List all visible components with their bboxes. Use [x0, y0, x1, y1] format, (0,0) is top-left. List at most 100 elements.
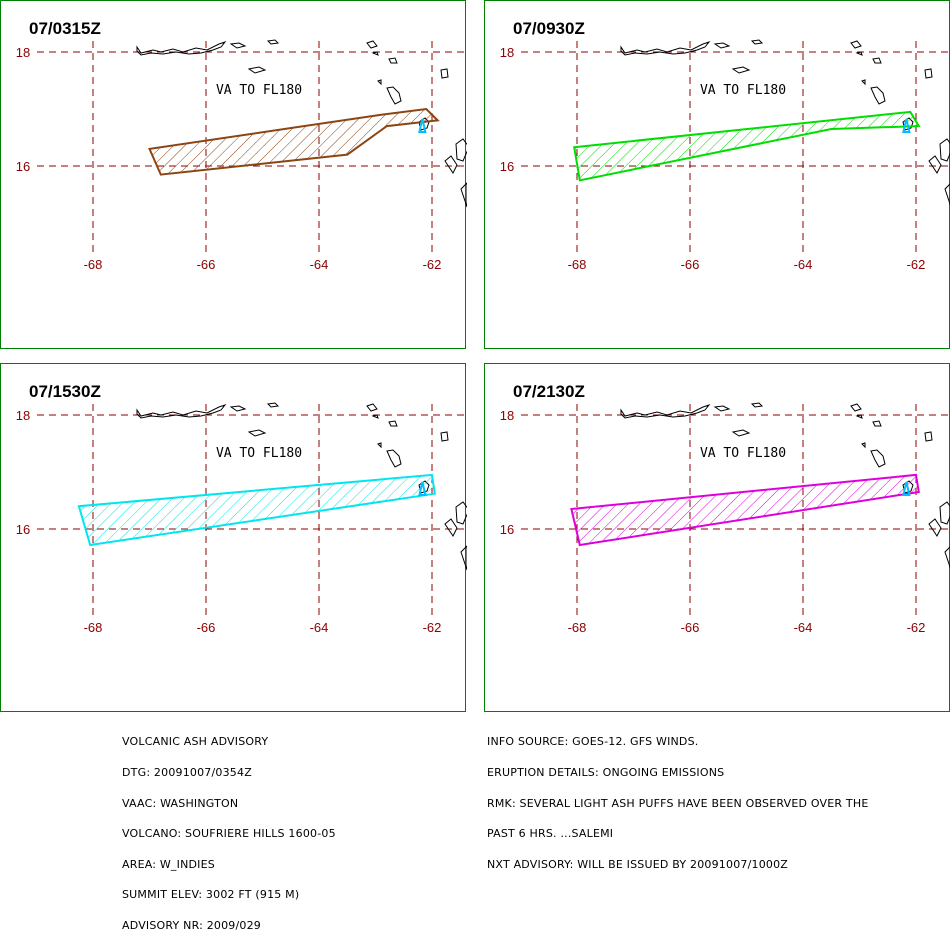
- lon-tick-label: -62: [423, 620, 442, 635]
- island-outline: [855, 51, 863, 56]
- island-outline: [266, 402, 280, 408]
- va-label: VA TO FL180: [700, 83, 786, 98]
- volcano-marker: [902, 118, 911, 133]
- island-outline: [460, 182, 467, 208]
- island-outline: [386, 449, 402, 468]
- ash-cloud-polygon: [573, 110, 921, 182]
- lon-tick-label: -68: [84, 620, 103, 635]
- island-outline: [855, 414, 863, 419]
- lon-tick-label: -64: [310, 620, 329, 635]
- map-canvas: -68 -66 -64 -62 18 16 VA TO FL180: [500, 402, 950, 635]
- lon-tick-label: -66: [681, 257, 700, 272]
- island-outline: [371, 414, 379, 419]
- map-panel-2: -68 -66 -64 -62 18 16 VA TO FL180 07/0930Z: [484, 0, 950, 349]
- ash-cloud-polygon: [77, 473, 436, 547]
- island-outline: [870, 449, 886, 468]
- island-outline: [861, 79, 866, 86]
- island-outline: [872, 420, 882, 427]
- island-outline: [928, 155, 942, 174]
- lat-tick-label: 16: [500, 522, 514, 537]
- panel-time: 07/0930Z: [513, 19, 585, 38]
- advisory-text-right: INFO SOURCE: GOES-12. GFS WINDS. ERUPTIO…: [487, 717, 868, 880]
- island-outline: [850, 403, 862, 412]
- island-outline: [939, 138, 950, 162]
- advisory-line: ADVISORY NR: 2009/029: [122, 918, 261, 932]
- island-outline: [136, 40, 227, 56]
- va-label: VA TO FL180: [216, 83, 302, 98]
- island-outline: [460, 545, 467, 571]
- lon-tick-label: -64: [794, 257, 813, 272]
- island-outline: [455, 501, 467, 525]
- va-label: VA TO FL180: [216, 446, 302, 461]
- island-outline: [872, 57, 882, 64]
- island-outline: [388, 420, 398, 427]
- map-panel-1: -68 -66 -64 -62 18 16 VA TO FL180 07/0315Z: [0, 0, 467, 349]
- island-outline: [444, 155, 458, 174]
- island-outline: [731, 66, 751, 74]
- lon-tick-label: -66: [197, 257, 216, 272]
- map-panel-4: -68 -66 -64 -62 18 16 VA TO FL180 07/2130Z: [484, 363, 950, 712]
- advisory-line: VAAC: WASHINGTON: [122, 796, 239, 810]
- island-outline: [455, 138, 467, 162]
- map-canvas: -68 -66 -64 -62 18 16 VA TO FL180: [16, 402, 467, 635]
- advisory-line: VOLCANO: SOUFRIERE HILLS 1600-05: [122, 827, 336, 841]
- island-outline: [229, 405, 247, 412]
- island-outline: [377, 79, 382, 86]
- panel-time: 07/2130Z: [513, 382, 585, 401]
- volcano-marker: [418, 118, 427, 133]
- lon-tick-label: -64: [310, 257, 329, 272]
- advisory-line: INFO SOURCE: GOES-12. GFS WINDS.: [487, 735, 699, 749]
- island-outline: [440, 431, 449, 442]
- lon-tick-label: -62: [907, 620, 926, 635]
- island-outline: [366, 40, 378, 49]
- island-outline: [388, 57, 398, 64]
- island-outline: [377, 442, 382, 449]
- advisory-line: ERUPTION DETAILS: ONGOING EMISSIONS: [487, 766, 725, 779]
- advisory-line: VOLCANIC ASH ADVISORY: [122, 735, 269, 749]
- lon-tick-label: -66: [681, 620, 700, 635]
- lon-tick-label: -68: [84, 257, 103, 272]
- island-outline: [944, 546, 950, 569]
- island-outline: [731, 429, 751, 437]
- map-panel-3: -68 -66 -64 -62 18 16 VA TO FL180 07/1530Z: [0, 363, 467, 712]
- lon-tick-label: -62: [423, 257, 442, 272]
- island-outline: [444, 518, 458, 537]
- advisory-line: NXT ADVISORY: WILL BE ISSUED BY 20091007…: [487, 857, 789, 871]
- lon-tick-label: -68: [568, 620, 587, 635]
- island-outline: [371, 51, 379, 56]
- panel-time: 07/0315Z: [29, 19, 101, 38]
- advisory-text-left: VOLCANIC ASH ADVISORY DTG: 20091007/0354…: [122, 717, 336, 941]
- panel-time: 07/1530Z: [29, 382, 101, 401]
- lat-tick-label: 18: [16, 408, 30, 423]
- island-outline: [944, 183, 950, 206]
- island-outline: [750, 402, 764, 408]
- lat-tick-label: 18: [16, 45, 30, 60]
- lat-tick-label: 16: [500, 159, 514, 174]
- volcano-marker: [902, 481, 911, 496]
- lon-tick-label: -64: [794, 620, 813, 635]
- island-outline: [620, 403, 711, 419]
- island-outline: [928, 518, 942, 537]
- map-canvas: -68 -66 -64 -62 18 16 VA TO FL180: [500, 39, 950, 272]
- island-outline: [620, 40, 711, 56]
- island-outline: [713, 405, 731, 412]
- lat-tick-label: 18: [500, 45, 514, 60]
- island-outline: [939, 501, 950, 525]
- map-canvas: -68 -66 -64 -62 18 16 VA TO FL180: [16, 39, 467, 272]
- island-outline: [229, 42, 247, 49]
- ash-cloud-polygon: [570, 473, 920, 547]
- island-outline: [440, 68, 449, 79]
- lat-tick-label: 16: [16, 159, 30, 174]
- island-outline: [366, 403, 378, 412]
- island-outline: [247, 429, 267, 437]
- island-outline: [861, 442, 866, 449]
- island-outline: [386, 86, 402, 105]
- island-outline: [870, 86, 886, 105]
- island-outline: [750, 39, 764, 45]
- lon-tick-label: -62: [907, 257, 926, 272]
- lat-tick-label: 18: [500, 408, 514, 423]
- island-outline: [247, 66, 267, 74]
- island-outline: [924, 431, 933, 442]
- ash-cloud-polygon: [148, 107, 440, 176]
- lon-tick-label: -68: [568, 257, 587, 272]
